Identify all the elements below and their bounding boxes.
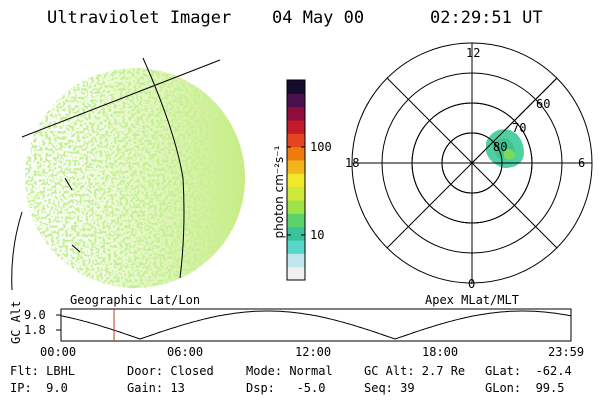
lat-label-60: 60 <box>536 97 551 111</box>
timeline-ylabel: GC Alt <box>9 300 23 344</box>
colorbar-segment <box>287 93 305 108</box>
instrument-title: Ultraviolet Imager <box>47 8 232 28</box>
colorbar-unit-label: photon cm⁻²s⁻¹ <box>272 145 286 239</box>
observation-time: 02:29:51 UT <box>430 8 543 28</box>
mlt-label-0: 0 <box>468 277 476 291</box>
geographic-image <box>11 57 245 291</box>
colorbar-segment <box>287 146 305 161</box>
timeline-xtick-2: 12:00 <box>295 345 332 359</box>
geo-grid-line <box>21 59 221 138</box>
lat-label-70: 70 <box>512 121 527 135</box>
info-filter: Flt: LBHL <box>10 364 76 378</box>
altitude-curve <box>60 310 572 340</box>
mlt-label-18: 18 <box>345 156 360 170</box>
colorbar-segment <box>287 213 305 228</box>
mlt-label-6: 6 <box>578 156 586 170</box>
timeline-xtick-4: 23:59 <box>548 345 585 359</box>
timeline-xtick-3: 18:00 <box>422 345 459 359</box>
mlt-label-12: 12 <box>466 46 481 60</box>
geo-meridian-line <box>142 57 185 279</box>
timeline-ytick-low: 1.8 <box>24 323 46 337</box>
intensity-colorbar <box>287 80 305 281</box>
colorbar-segment <box>287 253 305 268</box>
colorbar-tick-10: 10 <box>310 228 325 242</box>
altitude-timeline <box>56 308 572 342</box>
info-glat: GLat: -62.4 <box>485 364 572 378</box>
info-gc-alt: GC Alt: 2.7 Re <box>364 364 466 378</box>
colorbar-segment <box>287 266 305 281</box>
info-glon: GLon: 99.5 <box>485 381 565 395</box>
colorbar-segment <box>287 133 305 148</box>
colorbar-segment <box>287 226 305 241</box>
colorbar-segment <box>287 160 305 174</box>
info-mode: Mode: Normal <box>246 364 333 378</box>
info-ip: IP: 9.0 <box>10 381 68 395</box>
info-dsp: Dsp: -5.0 <box>246 381 326 395</box>
info-door: Door: Closed <box>127 364 214 378</box>
colorbar-segment <box>287 80 305 94</box>
colorbar-segment <box>287 186 305 201</box>
lat-label-80: 80 <box>493 140 508 154</box>
colorbar-segment <box>287 173 305 188</box>
colorbar-segment <box>287 200 305 214</box>
colorbar-segment <box>287 120 305 134</box>
colorbar-segment <box>287 106 305 121</box>
timeline-ytick-high: 9.0 <box>24 308 46 322</box>
info-seq: Seq: 39 <box>364 381 415 395</box>
timeline-xtick-1: 06:00 <box>167 345 204 359</box>
left-panel-caption: Geographic Lat/Lon <box>70 293 201 307</box>
colorbar-segment <box>287 240 305 254</box>
colorbar-tick-100: 100 <box>310 140 332 154</box>
info-gain: Gain: 13 <box>127 381 185 395</box>
observation-date: 04 May 00 <box>272 8 365 28</box>
right-panel-caption: Apex MLat/MLT <box>425 293 519 307</box>
timeline-xtick-0: 00:00 <box>40 345 77 359</box>
